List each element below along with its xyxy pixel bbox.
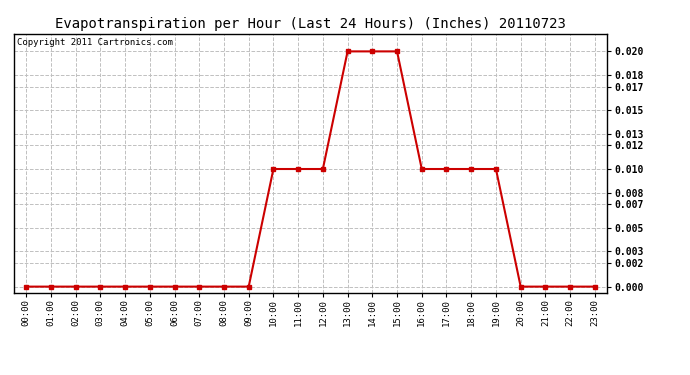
Text: Copyright 2011 Cartronics.com: Copyright 2011 Cartronics.com bbox=[17, 38, 172, 46]
Title: Evapotranspiration per Hour (Last 24 Hours) (Inches) 20110723: Evapotranspiration per Hour (Last 24 Hou… bbox=[55, 17, 566, 31]
